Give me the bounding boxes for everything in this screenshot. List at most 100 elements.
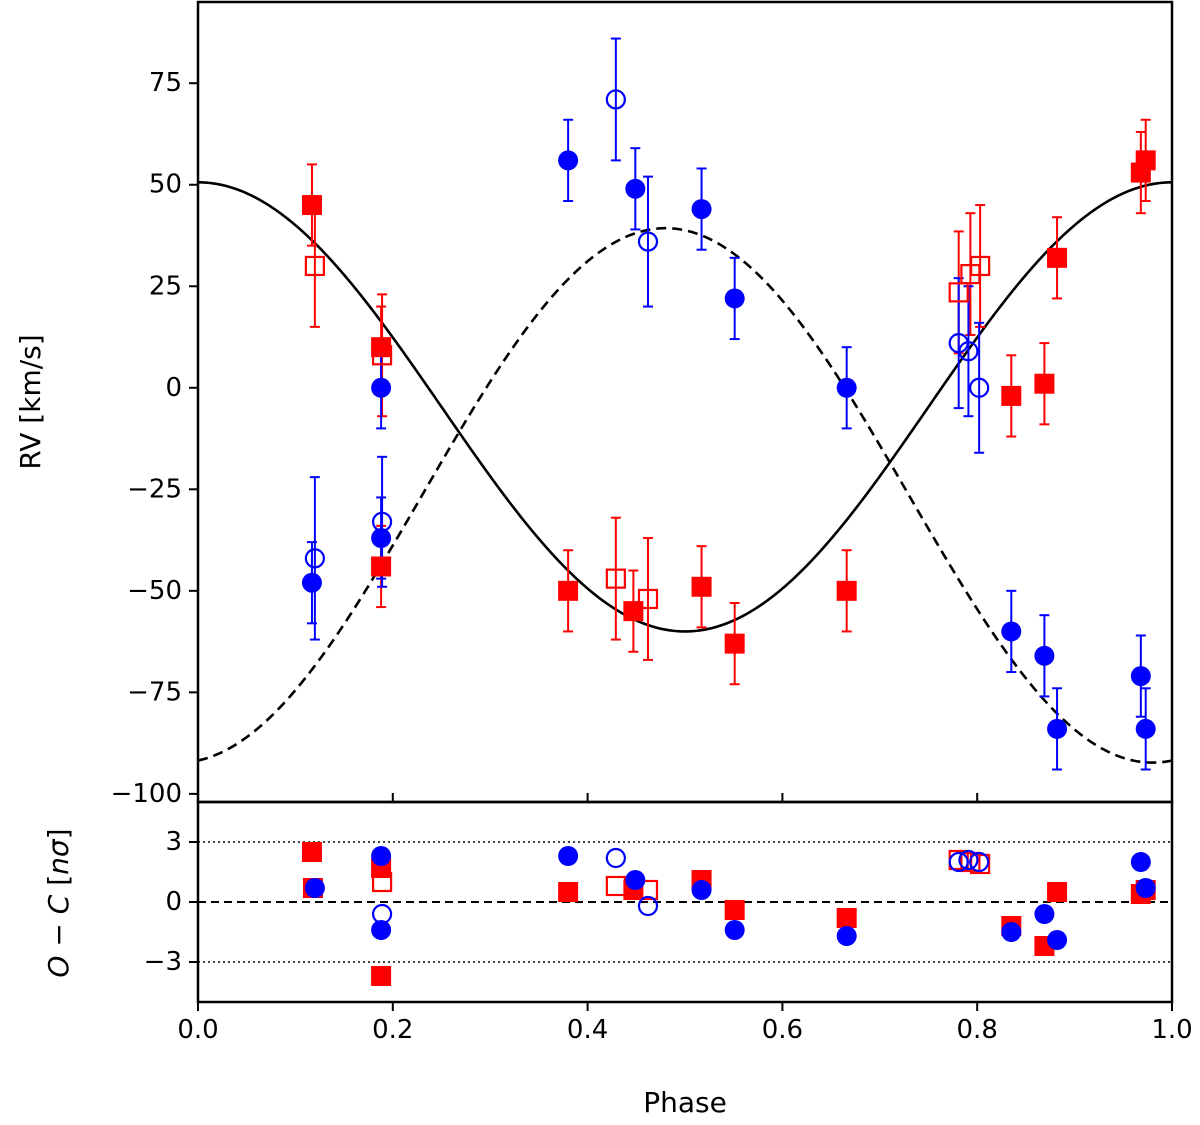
blue-open-circles-point-6: [969, 377, 990, 398]
red-filled-squares-point-9: [1034, 373, 1055, 394]
rv-y-tick-label-7: −100: [111, 779, 182, 809]
blue-filled-circles-point-7: [836, 377, 857, 398]
red-open-squares-point-0: [304, 255, 325, 277]
rv-y-tick-label-4: −25: [127, 474, 182, 504]
residual-axis-label-open-bracket: [: [42, 875, 75, 895]
blue-open-circles-residuals-point-5: [969, 851, 990, 873]
red-filled-squares-residuals-point-3: [371, 966, 392, 986]
red-filled-squares-point-12: [1135, 150, 1156, 171]
rv-y-tick-label-5: −50: [127, 576, 182, 606]
solid-model-curve: [197, 181, 1173, 633]
red-open-squares-residuals-point-2: [637, 879, 659, 901]
x-axis-label: Phase: [643, 1086, 727, 1119]
blue-open-circles-point-5: [958, 341, 979, 362]
residual-y-tick-label-1: 0: [165, 887, 182, 917]
red-filled-squares-point-2: [371, 556, 392, 577]
residual-axis-label-c: C: [42, 894, 75, 914]
blue-filled-circles-point-6: [724, 288, 745, 309]
red-filled-squares-residuals-point-8: [836, 908, 857, 928]
red-filled-squares-point-4: [623, 601, 644, 622]
blue-filled-circles-residuals-point-6: [724, 920, 745, 940]
blue-filled-circles-point-12: [1135, 718, 1156, 739]
residual-axis-label-close-bracket: ]: [42, 828, 75, 839]
blue-filled-circles-point-3: [558, 150, 579, 171]
blue-filled-circles-residuals-point-5: [691, 880, 712, 900]
blue-open-circles-point-1: [371, 511, 393, 532]
rv-y-tick-label-0: 75: [149, 68, 182, 98]
red-open-squares-point-2: [605, 568, 626, 589]
red-filled-squares-point-3: [558, 580, 579, 601]
blue-filled-circles-residuals-point-4: [625, 870, 646, 890]
residual-y-tick-label-0: 3: [165, 827, 182, 857]
red-filled-squares-residuals-point-0: [301, 842, 322, 862]
blue-open-circles-point-3: [637, 231, 659, 252]
blue-open-circles-residuals-point-4: [958, 849, 979, 871]
red-filled-squares-point-5: [691, 576, 712, 597]
x-tick-label-3: 0.6: [762, 1015, 803, 1045]
red-open-squares-point-6: [970, 255, 991, 277]
red-filled-squares-point-8: [1001, 385, 1022, 406]
red-filled-squares-residuals-point-11: [1047, 882, 1068, 902]
red-filled-squares-point-10: [1047, 247, 1068, 268]
blue-filled-circles-point-5: [691, 199, 712, 220]
red-open-squares-errorbar-2: [610, 516, 621, 641]
blue-filled-circles-point-1: [371, 377, 392, 398]
rv-y-tick-label-6: −75: [127, 677, 182, 707]
red-filled-squares-residuals-point-7: [724, 900, 745, 920]
red-open-squares-residuals-point-0: [371, 871, 393, 893]
blue-open-circles-errorbar-5: [963, 285, 974, 418]
x-tick-label-5: 1.0: [1151, 1015, 1192, 1045]
blue-open-circles-point-0: [304, 548, 325, 569]
blue-open-circles-residuals-point-3: [948, 851, 969, 873]
blue-filled-circles-point-4: [625, 178, 646, 199]
rv-panel: 75 50 25 0 −25 −50 −75 −100 RV [km/s]: [14, 0, 1174, 809]
blue-filled-circles-residuals-point-7: [836, 926, 857, 946]
rv-y-tick-label-1: 50: [149, 170, 182, 200]
red-open-squares-errorbar-3: [642, 537, 653, 661]
x-tick-label-2: 0.4: [567, 1015, 608, 1045]
blue-filled-circles-residuals-point-8: [1001, 922, 1022, 942]
blue-filled-circles-point-10: [1047, 718, 1068, 739]
residual-axis-label-minus: −: [42, 914, 75, 955]
blue-filled-circles-residuals-point-3: [558, 846, 579, 866]
red-open-squares-point-4: [948, 282, 969, 303]
red-filled-squares-residuals-point-4: [558, 882, 579, 902]
blue-open-circles-point-2: [605, 89, 626, 110]
blue-filled-circles-residuals-point-11: [1130, 852, 1151, 872]
blue-open-circles-residuals-point-0: [371, 903, 393, 925]
residual-axis-label: O − C [nσ]: [42, 828, 75, 977]
blue-open-circles-errorbar-3: [642, 175, 653, 308]
blue-open-circles-errorbar-4: [953, 277, 964, 410]
blue-open-circles-residuals-point-2: [637, 895, 659, 917]
rv-y-tick-label-3: 0: [165, 373, 182, 403]
residual-axis-label-nsigma: nσ: [42, 838, 75, 875]
blue-filled-circles-point-8: [1001, 621, 1022, 642]
blue-filled-circles-residuals-point-0: [304, 878, 325, 898]
rv-axis-label: RV [km/s]: [14, 334, 47, 469]
rv-y-tick-label-2: 25: [149, 271, 182, 301]
blue-filled-circles-residuals-point-9: [1034, 904, 1055, 924]
rv-panel-frame: [196, 0, 1174, 804]
residual-axis-label-o: O: [42, 956, 75, 978]
blue-open-circles-residuals-point-1: [605, 847, 626, 869]
blue-open-circles-errorbar-2: [610, 37, 621, 162]
x-tick-label-4: 0.8: [957, 1015, 998, 1045]
x-tick-label-1: 0.2: [372, 1015, 413, 1045]
red-filled-squares-point-0: [301, 195, 322, 216]
residual-y-tick-label-2: −3: [144, 947, 182, 977]
red-open-squares-point-1: [371, 345, 393, 366]
red-filled-squares-point-7: [836, 580, 857, 601]
blue-filled-circles-residuals-point-1: [371, 846, 392, 866]
blue-filled-circles-point-9: [1034, 645, 1055, 666]
red-open-squares-residuals-point-1: [605, 875, 626, 897]
dashed-model-curve: [197, 226, 1173, 764]
blue-open-circles-errorbar-6: [974, 321, 985, 454]
residual-panel: 3 0 −3 O − C [nσ]: [42, 800, 1174, 1004]
blue-filled-circles-residuals-point-2: [371, 920, 392, 940]
blue-filled-circles-point-0: [301, 572, 322, 593]
blue-filled-circles-residuals-point-12: [1135, 878, 1156, 898]
blue-open-circles-errorbar-0: [309, 476, 320, 641]
red-open-squares-point-3: [637, 588, 659, 610]
blue-filled-circles-point-11: [1130, 666, 1151, 687]
